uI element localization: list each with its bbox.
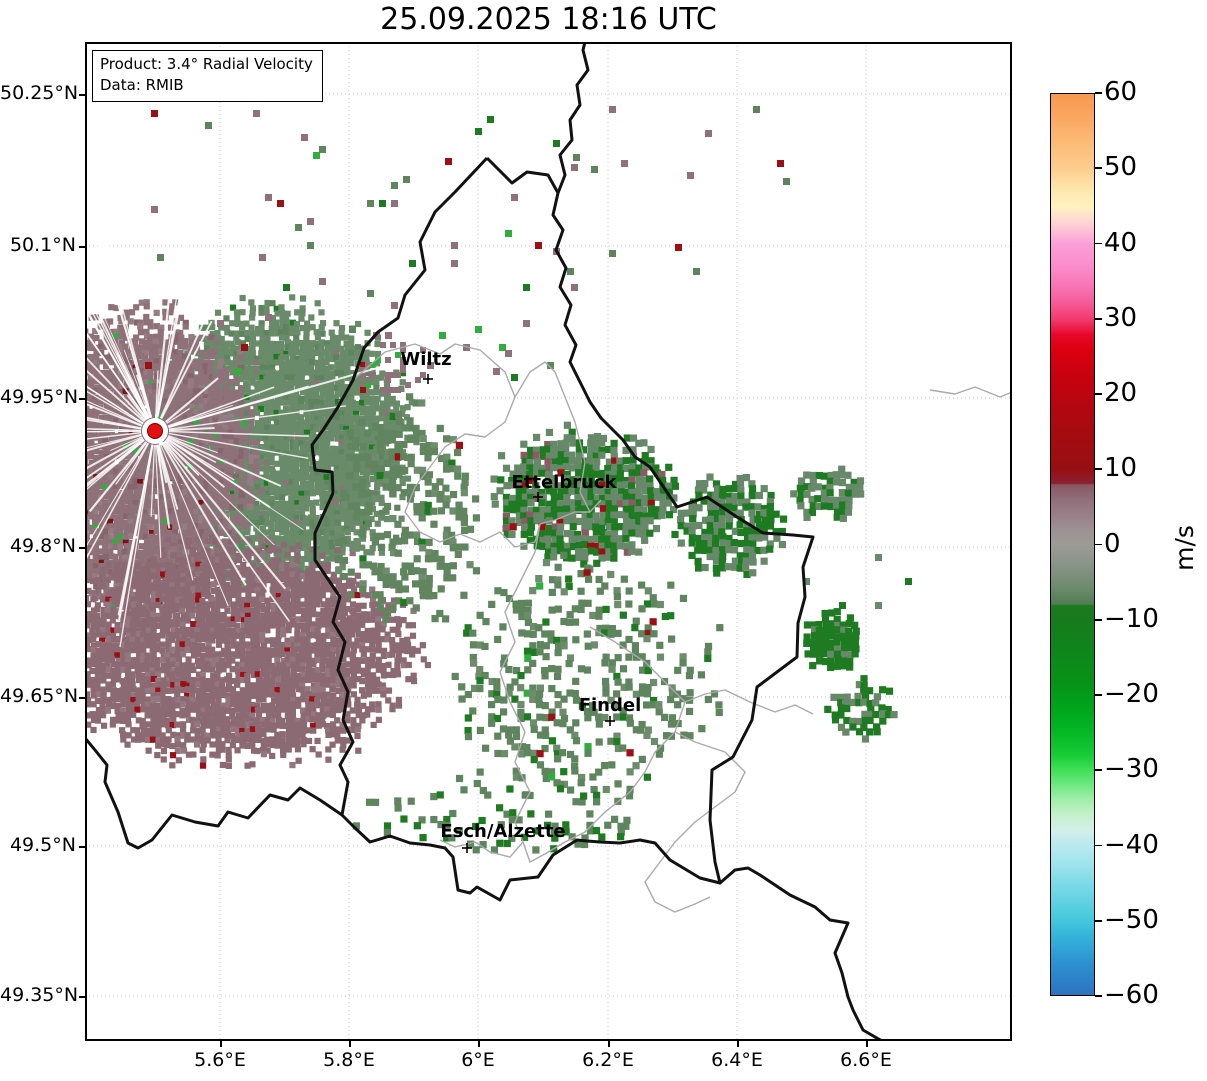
colorbar-tick-label: −20 xyxy=(1104,679,1159,709)
plot-frame xyxy=(85,42,1012,1041)
colorbar-tick-mark xyxy=(1095,694,1102,696)
colorbar-tick-mark xyxy=(1095,393,1102,395)
radial-streaks xyxy=(85,200,382,648)
colorbar-tick-mark xyxy=(1095,995,1102,997)
colorbar-tick-label: −50 xyxy=(1104,904,1159,935)
district-line xyxy=(684,689,814,715)
colorbar-tick-mark xyxy=(1095,543,1102,546)
colorbar-tick-mark xyxy=(1095,167,1102,170)
colorbar-tick-label: −10 xyxy=(1104,603,1159,634)
figure-title: 25.09.2025 18:16 UTC xyxy=(380,2,717,37)
district-line xyxy=(522,626,686,863)
country-border xyxy=(556,42,590,195)
city-marker xyxy=(605,716,615,726)
map-plot-area: Wiltz Ettelbruck Findel Esch/Alzette Produc… xyxy=(85,42,1012,1041)
colorbar xyxy=(1050,93,1095,996)
luxembourg-border xyxy=(310,156,815,902)
district-line xyxy=(644,731,746,913)
colorbar-tick-mark xyxy=(1095,242,1102,245)
y-tick-mark xyxy=(79,996,85,998)
colorbar-unit-label: m/s xyxy=(1170,525,1199,571)
product-label: Product: 3.4° Radial Velocity xyxy=(100,55,313,73)
x-tick-label: 6.4°E xyxy=(711,1049,763,1071)
colorbar-tick-label: −40 xyxy=(1104,829,1159,860)
colorbar-tick-label: 60 xyxy=(1104,77,1138,107)
x-tick-mark xyxy=(866,1041,868,1047)
city-marker xyxy=(462,843,472,853)
colorbar-tick-label: 10 xyxy=(1104,453,1138,484)
colorbar-tick-mark xyxy=(1095,468,1102,471)
city-label: Wiltz xyxy=(400,349,451,370)
city-marker xyxy=(533,492,543,502)
colorbar-tick-mark xyxy=(1095,844,1102,847)
x-tick-label: 5.8°E xyxy=(323,1049,375,1071)
colorbar-tick-label: 50 xyxy=(1104,152,1138,183)
x-tick-label: 6°E xyxy=(461,1049,495,1071)
x-tick-label: 6.2°E xyxy=(582,1049,634,1071)
y-tick-label: 50.25°N xyxy=(0,82,79,104)
y-tick-mark xyxy=(79,547,85,549)
y-tick-mark xyxy=(79,246,85,248)
y-tick-mark xyxy=(79,846,85,848)
country-border xyxy=(718,866,884,1041)
y-tick-mark xyxy=(79,697,85,699)
colorbar-tick-label: 20 xyxy=(1104,378,1138,408)
colorbar-tick-mark xyxy=(1095,769,1102,772)
colorbar-tick-mark xyxy=(1095,317,1102,320)
colorbar-tick-label: 30 xyxy=(1104,302,1138,333)
city-label: Ettelbruck xyxy=(511,472,617,493)
colorbar-tick-mark xyxy=(1095,92,1102,94)
radar-map-canvas: Wiltz Ettelbruck Findel Esch/Alzette xyxy=(85,42,1012,1041)
y-tick-label: 49.65°N xyxy=(0,685,79,707)
radar-site-dot xyxy=(147,423,163,439)
colorbar-tick-label: −60 xyxy=(1104,980,1159,1010)
y-tick-mark xyxy=(79,398,85,400)
x-tick-mark xyxy=(737,1041,739,1047)
colorbar-tick-mark xyxy=(1095,919,1102,922)
colorbar-tick-label: 0 xyxy=(1104,528,1121,559)
radar-echo-layer xyxy=(85,106,912,854)
x-tick-mark xyxy=(608,1041,610,1047)
country-border xyxy=(85,736,344,850)
x-tick-mark xyxy=(349,1041,351,1047)
colorbar-tick-label: −30 xyxy=(1104,754,1159,785)
x-tick-label: 5.6°E xyxy=(194,1049,246,1071)
colorbar-tick-label: 40 xyxy=(1104,227,1138,258)
y-tick-label: 49.5°N xyxy=(9,834,76,856)
x-tick-mark xyxy=(220,1041,222,1047)
y-tick-label: 49.8°N xyxy=(9,535,76,557)
colorbar-tick-mark xyxy=(1095,618,1102,621)
district-line xyxy=(929,386,1012,398)
y-tick-label: 49.35°N xyxy=(0,984,79,1006)
district-line xyxy=(514,361,591,513)
data-source-label: Data: RMIB xyxy=(100,76,184,94)
x-tick-mark xyxy=(478,1041,480,1047)
city-marker xyxy=(423,374,433,384)
district-line xyxy=(439,523,541,858)
product-annotation-box: Product: 3.4° Radial Velocity Data: RMIB xyxy=(92,50,323,102)
city-label: Esch/Alzette xyxy=(440,821,565,842)
x-tick-label: 6.6°E xyxy=(840,1049,892,1071)
y-tick-label: 49.95°N xyxy=(0,386,79,408)
city-label: Findel xyxy=(579,695,642,716)
map-content: Wiltz Ettelbruck Findel Esch/Alzette xyxy=(85,42,1012,1041)
y-tick-mark xyxy=(79,94,85,96)
y-tick-label: 50.1°N xyxy=(9,234,76,256)
